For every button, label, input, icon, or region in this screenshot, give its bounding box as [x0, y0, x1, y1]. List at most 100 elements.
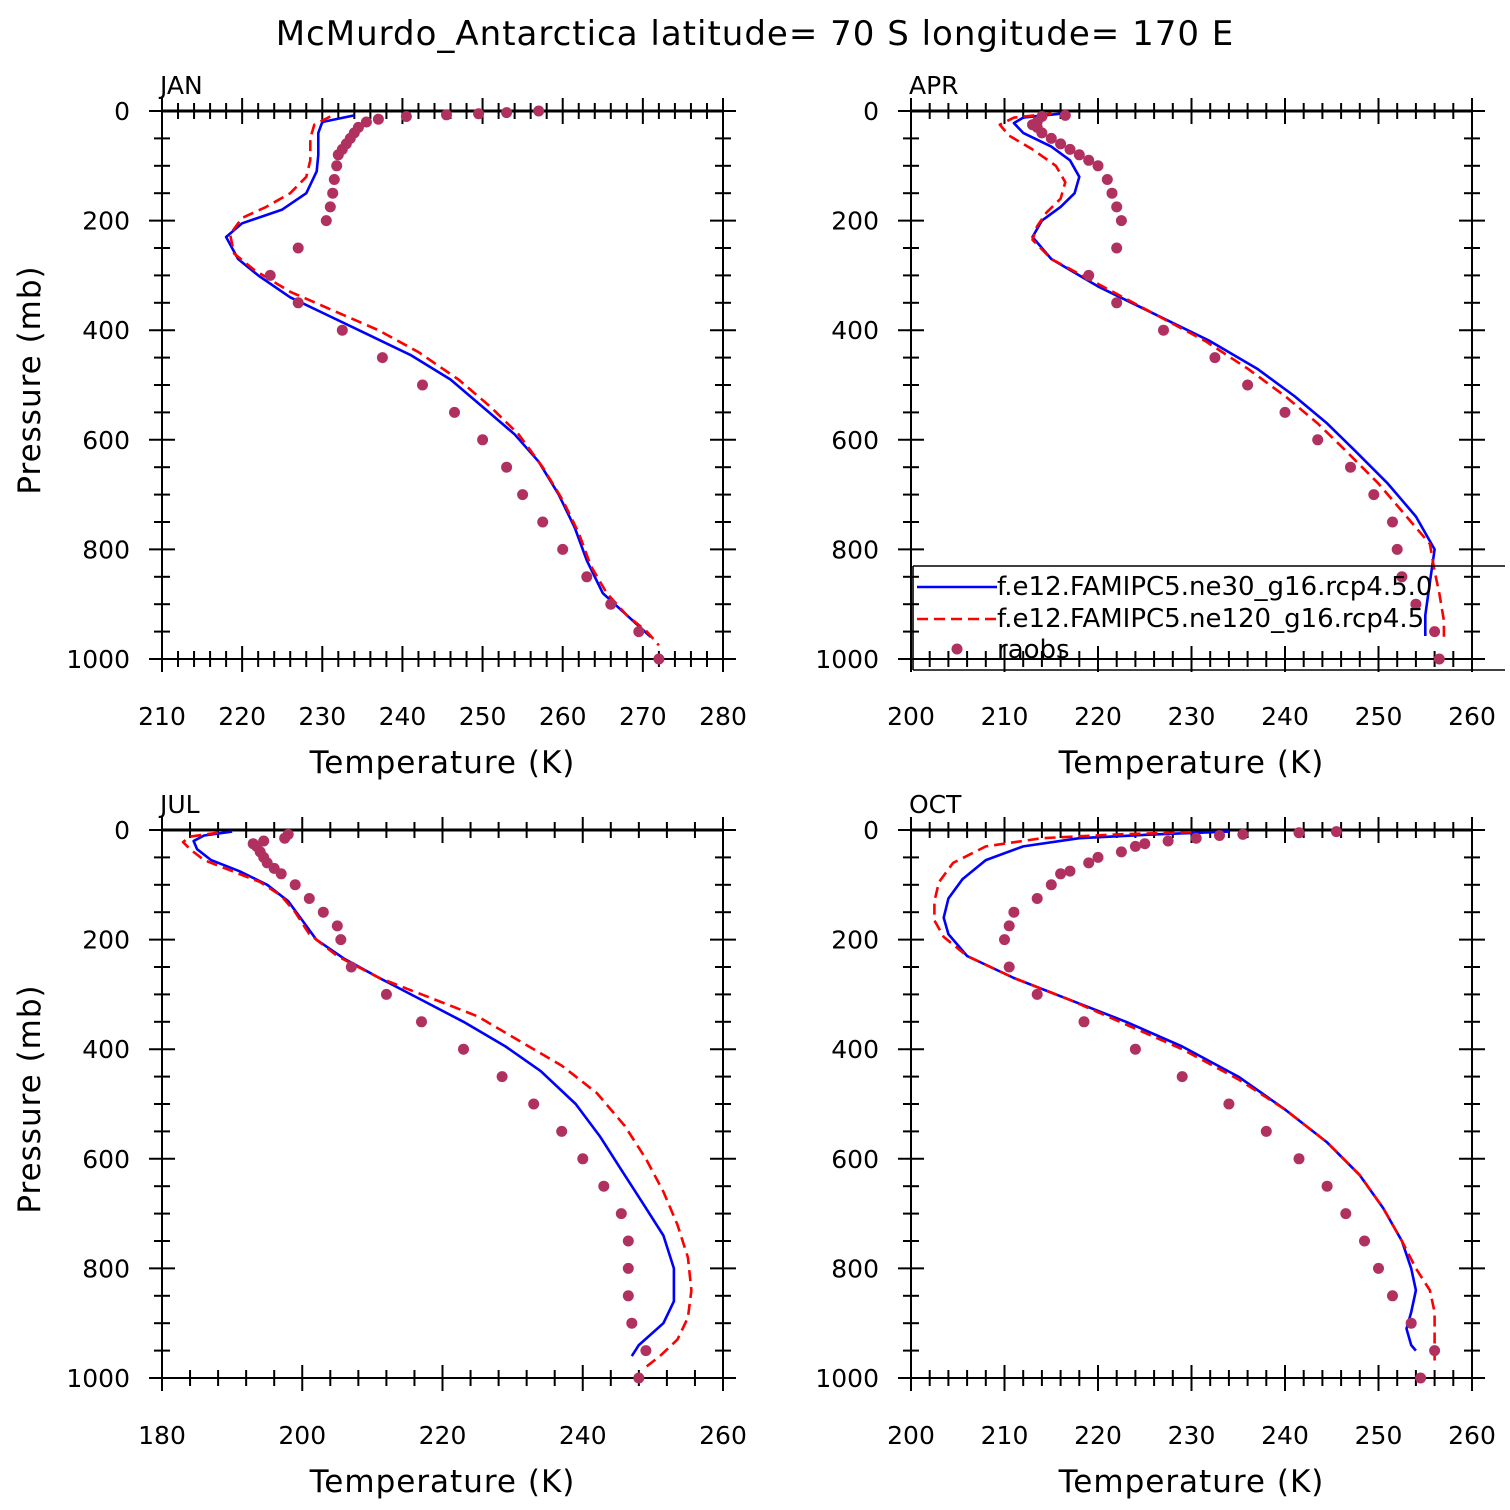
- series-line-ne120: [998, 112, 1446, 643]
- raobs-point: [1003, 920, 1015, 932]
- legend: f.e12.FAMIPC5.ne30_g16.rcp4.5.0f.e12.FAM…: [912, 565, 1505, 671]
- raobs-point: [1387, 516, 1398, 528]
- y-tick-label: 600: [831, 1145, 879, 1174]
- x-tick-label: 230: [1168, 702, 1216, 731]
- raobs-point: [1115, 215, 1127, 227]
- raobs-point: [1293, 827, 1305, 839]
- raobs-point: [345, 961, 357, 973]
- raobs-point: [626, 1317, 638, 1329]
- y-tick-label: 0: [114, 816, 130, 845]
- raobs-point: [1111, 242, 1123, 254]
- raobs-point: [1340, 1208, 1352, 1220]
- y-tick-label: 1000: [815, 645, 879, 674]
- raobs-point: [1092, 851, 1104, 863]
- raobs-point: [1111, 297, 1123, 309]
- y-axis-label: Pressure (mb): [12, 265, 48, 494]
- x-axis-label: Temperature (K): [1058, 1464, 1325, 1500]
- x-tick-label: 270: [619, 702, 667, 731]
- raobs-point: [640, 1345, 652, 1357]
- panel-oct: 0 200 400 600 800 1000 200 210 220 230 240 250 260 OC…: [815, 790, 1495, 1500]
- raobs-point: [264, 269, 276, 281]
- raobs-point: [1055, 868, 1067, 880]
- x-tick-label: 230: [298, 702, 346, 731]
- x-tick-label: 260: [1448, 702, 1496, 731]
- raobs-point: [372, 113, 384, 125]
- raobs-point: [1312, 434, 1324, 446]
- panel-jul: 0 200 400 600 800 1000 180 200 220 240 260 JUL Tempe…: [12, 790, 747, 1500]
- raobs-point: [317, 906, 329, 918]
- y-tick-label: 0: [863, 816, 879, 845]
- raobs-point: [622, 1235, 634, 1247]
- raobs-point: [289, 879, 301, 891]
- raobs-point: [1031, 893, 1043, 904]
- y-tick-label: 600: [82, 1145, 130, 1174]
- y-tick-label: 400: [831, 316, 879, 345]
- raobs-point: [292, 242, 304, 254]
- raobs-point: [1279, 406, 1291, 418]
- panel-label: APR: [909, 71, 959, 100]
- y-tick-label: 800: [82, 1254, 130, 1283]
- raobs-point: [1429, 626, 1441, 638]
- raobs-point: [380, 988, 392, 1000]
- raobs-point: [581, 571, 593, 583]
- raobs-point: [417, 379, 428, 391]
- raobs-point: [1293, 1153, 1305, 1165]
- panels-container: 0 200 400 600 800 1000 210 220 230 240 250 260 270 28…: [12, 71, 1496, 1500]
- raobs-point: [320, 215, 332, 227]
- raobs-point: [1111, 201, 1123, 213]
- raobs-point: [473, 108, 485, 120]
- raobs-point: [633, 626, 645, 638]
- raobs-point: [1359, 1235, 1370, 1247]
- raobs-point: [622, 1262, 634, 1274]
- raobs-point: [633, 1372, 645, 1384]
- series-line-ne30: [942, 830, 1418, 1352]
- raobs-point: [449, 406, 460, 418]
- x-tick-label: 180: [138, 1421, 186, 1450]
- legend-label: f.e12.FAMIPC5.ne120_g16.rcp4.5: [997, 604, 1424, 634]
- legend-swatch-raobs: [951, 643, 963, 655]
- x-tick-label: 200: [887, 702, 935, 731]
- raobs-point: [292, 297, 304, 309]
- raobs-point: [999, 934, 1010, 946]
- raobs-point: [1330, 826, 1342, 838]
- raobs-point: [557, 543, 569, 555]
- raobs-point: [328, 174, 340, 185]
- raobs-point: [416, 1016, 427, 1028]
- x-tick-label: 200: [887, 1421, 935, 1450]
- figure-title: McMurdo_Antarctica latitude= 70 S longit…: [276, 14, 1235, 54]
- raobs-point: [324, 201, 336, 213]
- raobs-point: [1410, 598, 1422, 610]
- x-tick-label: 250: [1355, 702, 1403, 731]
- raobs-point: [275, 868, 287, 880]
- raobs-point: [1209, 352, 1221, 364]
- raobs-point: [1008, 906, 1020, 918]
- raobs-point: [1162, 835, 1174, 847]
- y-tick-label: 400: [82, 316, 130, 345]
- legend-label: raobs: [997, 635, 1070, 665]
- raobs-point: [1055, 138, 1067, 150]
- raobs-point: [528, 1098, 540, 1110]
- raobs-point: [533, 105, 545, 117]
- x-tick-label: 210: [138, 702, 186, 731]
- x-tick-label: 250: [1355, 1421, 1403, 1450]
- raobs-point: [577, 1153, 589, 1165]
- raobs-point: [303, 893, 315, 904]
- plot-frame: [161, 110, 724, 660]
- raobs-point: [1190, 832, 1202, 844]
- raobs-point: [1059, 109, 1071, 121]
- raobs-point: [1115, 846, 1127, 858]
- raobs-point: [1433, 653, 1445, 665]
- x-tick-label: 240: [379, 702, 427, 731]
- raobs-point: [1176, 1071, 1188, 1083]
- legend-label: f.e12.FAMIPC5.ne30_g16.rcp4.5.0: [997, 572, 1432, 602]
- raobs-point: [458, 1043, 469, 1055]
- raobs-point: [1078, 1016, 1090, 1028]
- y-tick-label: 600: [831, 426, 879, 455]
- raobs-point: [1031, 988, 1043, 1000]
- plot-frame: [161, 829, 724, 1379]
- series-line-ne120: [933, 830, 1436, 1362]
- x-tick-label: 260: [1448, 1421, 1496, 1450]
- x-tick-label: 240: [1261, 1421, 1309, 1450]
- x-tick-label: 220: [1074, 702, 1122, 731]
- series-line-ne30: [192, 830, 676, 1357]
